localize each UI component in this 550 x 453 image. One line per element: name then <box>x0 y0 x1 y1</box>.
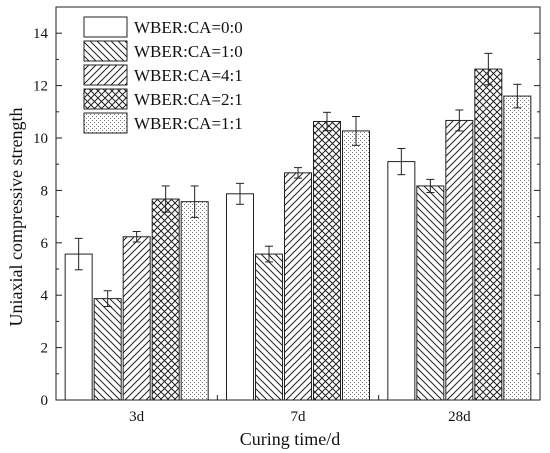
y-tick-label: 4 <box>41 288 49 304</box>
plot-frame <box>55 6 541 401</box>
error-bar-3d-series-4 <box>161 185 170 213</box>
error-bar-28d-series-2 <box>426 178 435 193</box>
x-tick-label-28d: 28d <box>448 409 471 425</box>
error-bar-28d-series-4 <box>484 52 493 86</box>
error-bar-7d-series-3 <box>294 167 302 179</box>
error-bar-3d-series-2 <box>103 290 112 307</box>
error-bar-3d-series-1 <box>74 237 83 271</box>
error-bar-3d-series-5 <box>190 185 199 218</box>
y-tick-label: 8 <box>41 183 49 199</box>
bar-28d-series-4 <box>474 68 503 401</box>
bar-7d-series-2 <box>255 253 283 401</box>
legend-label-3: WBER:CA=4:1 <box>134 66 243 85</box>
error-bar-7d-series-1 <box>236 182 244 205</box>
legend: WBER:CA=0:0 WBER:CA=1:0 WBER:CA=4:1 WBER:CA… <box>83 16 243 134</box>
y-tick-label: 12 <box>33 79 48 95</box>
x-tick-label-3d: 3d <box>129 409 145 425</box>
y-tick-label: 2 <box>41 341 49 357</box>
bar-7d-series-3 <box>284 172 312 401</box>
legend-label-5: WBER:CA=1:1 <box>134 114 243 133</box>
bar-28d-series-5 <box>503 95 532 401</box>
y-tick-label: 6 <box>41 236 49 252</box>
error-bar-7d-series-5 <box>352 116 360 146</box>
legend-swatch-5 <box>83 112 128 134</box>
error-bar-7d-series-4 <box>323 111 331 132</box>
error-bar-28d-series-1 <box>397 147 406 176</box>
legend-swatch-4 <box>83 88 128 110</box>
bar-7d-series-1 <box>226 193 254 401</box>
legend-label-1: WBER:CA=0:0 <box>134 18 243 37</box>
bar-28d-series-1 <box>387 161 416 401</box>
bar-3d-series-1 <box>64 253 93 401</box>
y-axis-title: Uniaxial compressive strength <box>6 108 26 327</box>
bar-3d-series-5 <box>180 201 209 401</box>
bar-3d-series-3 <box>122 236 151 401</box>
error-bar-7d-series-2 <box>265 245 273 263</box>
bar-3d-series-4 <box>151 198 180 401</box>
error-bar-28d-series-5 <box>513 83 522 109</box>
bar-3d-series-2 <box>93 298 122 401</box>
y-tick-label: 10 <box>33 131 48 147</box>
x-axis-title: Curing time/d <box>240 429 341 449</box>
bar-28d-series-2 <box>416 185 445 401</box>
legend-swatch-3 <box>83 64 128 86</box>
legend-label-2: WBER:CA=1:0 <box>134 42 243 61</box>
y-tick-label: 0 <box>41 393 49 409</box>
error-bar-28d-series-3 <box>455 109 464 132</box>
x-tick-label-7d: 7d <box>291 409 307 425</box>
error-bar-3d-series-3 <box>132 231 141 243</box>
legend-label-4: WBER:CA=2:1 <box>134 90 243 109</box>
y-tick-label: 14 <box>33 26 49 42</box>
legend-swatch-1 <box>83 16 128 38</box>
bar-7d-series-5 <box>342 130 370 401</box>
bar-28d-series-3 <box>445 119 474 401</box>
bar-7d-series-4 <box>313 120 341 401</box>
legend-swatch-2 <box>83 40 128 62</box>
